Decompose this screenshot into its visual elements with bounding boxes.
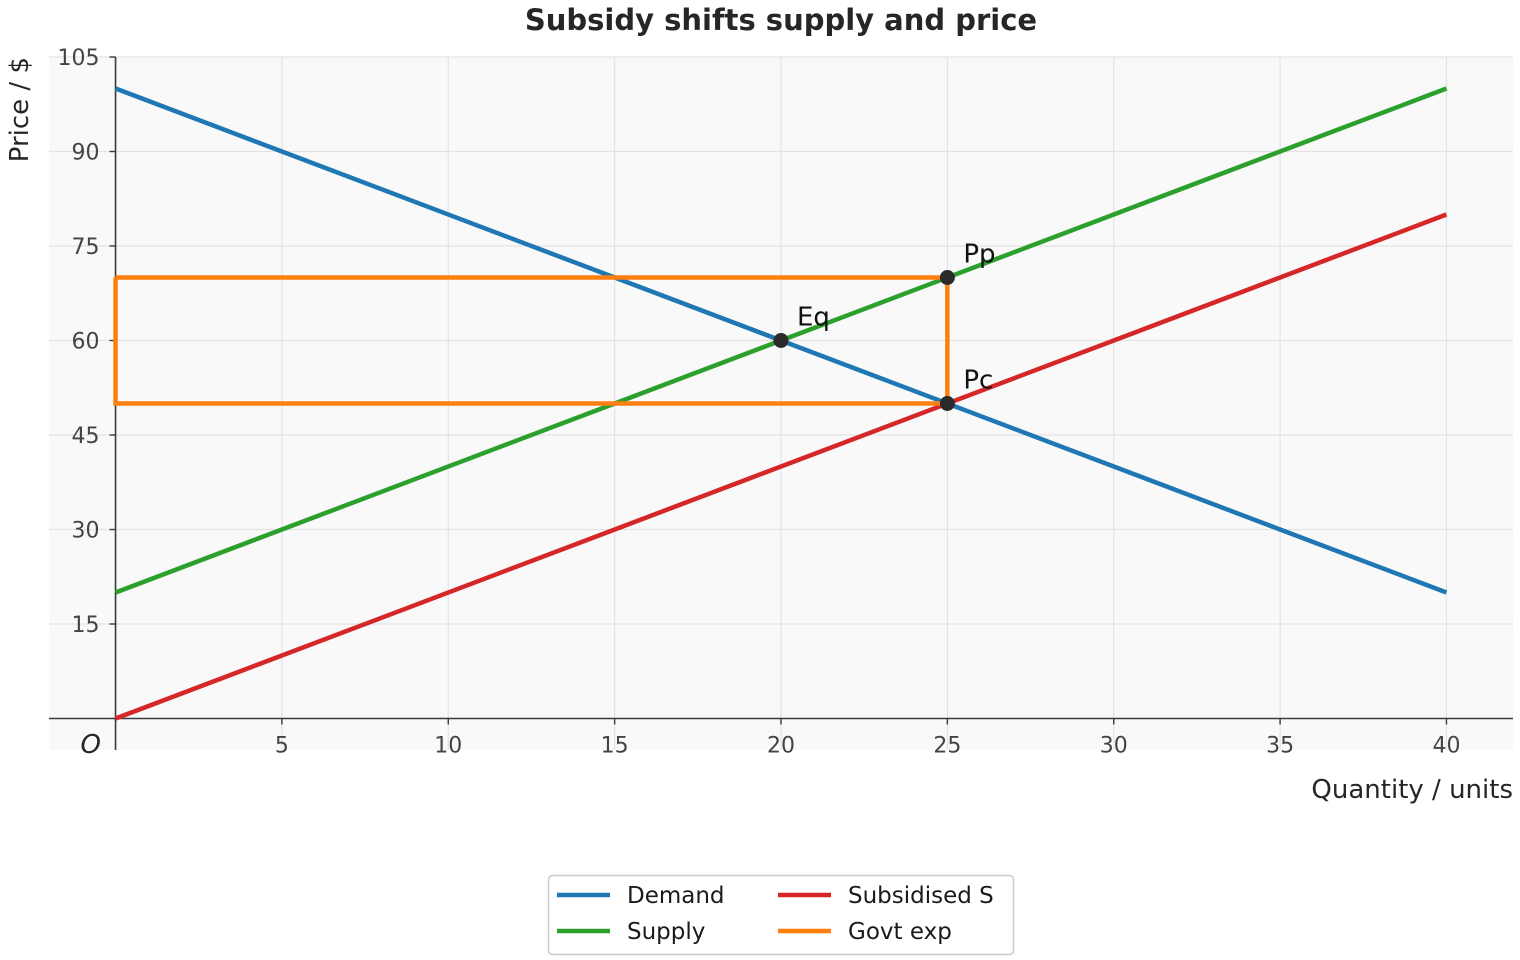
x-tick-label: 5 — [275, 734, 289, 759]
point-label-eq: Eq — [797, 303, 830, 333]
x-tick-label: 30 — [1100, 734, 1128, 759]
x-tick-label: 15 — [601, 734, 629, 759]
point-marker-eq — [773, 333, 789, 348]
point-label-pp: Pp — [963, 240, 995, 270]
origin-label: O — [81, 730, 101, 760]
ticks-layer: 5 10 15 20 25 30 35 40 15 30 45 60 75 90 105 — [58, 46, 1461, 759]
point-marker-pc — [939, 396, 955, 411]
point-marker-pp — [939, 270, 955, 285]
y-axis-label: Price / $ — [5, 57, 35, 162]
x-tick-label: 20 — [767, 734, 795, 759]
y-tick-label: 60 — [72, 330, 100, 355]
x-tick-label: 35 — [1266, 734, 1294, 759]
legend: Demand Supply Subsidised S Govt exp — [547, 874, 1015, 956]
legend-label-supply: Supply — [627, 919, 705, 945]
legend-label-demand: Demand — [627, 883, 725, 909]
x-tick-label: 25 — [933, 734, 961, 759]
x-axis-label: Quantity / units — [1311, 775, 1513, 805]
grid-layer — [49, 56, 1513, 750]
legend-label-govt-exp: Govt exp — [848, 919, 952, 945]
y-tick-label: 105 — [58, 46, 100, 71]
points-layer: Eq Pp Pc — [773, 240, 996, 411]
series-line-subsidised-s — [114, 212, 1448, 721]
legend-items: Demand Supply Subsidised S Govt exp — [557, 883, 994, 945]
legend-frame — [547, 874, 1015, 956]
legend-label-subsidised-s: Subsidised S — [848, 883, 994, 909]
x-tick-label: 40 — [1432, 734, 1460, 759]
point-label-pc: Pc — [963, 366, 993, 396]
y-tick-label: 75 — [72, 235, 100, 260]
y-tick-label: 45 — [72, 424, 100, 449]
y-tick-label: 15 — [72, 613, 100, 638]
y-tick-label: 30 — [72, 519, 100, 544]
y-tick-label: 90 — [72, 141, 100, 166]
chart-title: Subsidy shifts supply and price — [525, 3, 1037, 37]
x-tick-label: 10 — [434, 734, 462, 759]
